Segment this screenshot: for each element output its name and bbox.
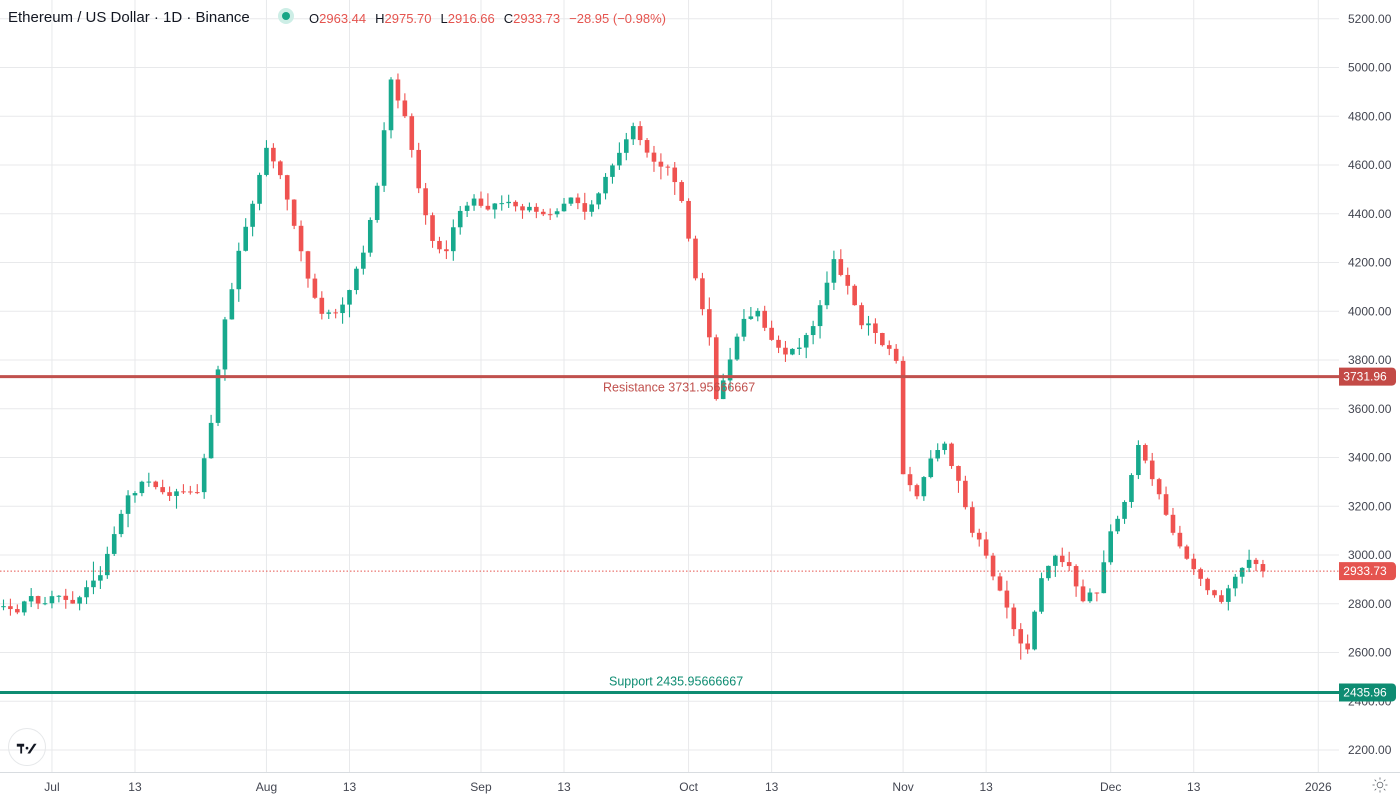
svg-text:Sep: Sep bbox=[470, 780, 492, 794]
svg-text:4400.00: 4400.00 bbox=[1348, 207, 1392, 221]
svg-text:2435.96: 2435.96 bbox=[1343, 685, 1387, 699]
svg-text:3731.96: 3731.96 bbox=[1343, 370, 1387, 384]
svg-text:4600.00: 4600.00 bbox=[1348, 158, 1392, 172]
svg-text:Support 2435.95666667: Support 2435.95666667 bbox=[609, 674, 743, 688]
svg-text:Oct: Oct bbox=[679, 780, 698, 794]
svg-text:2600.00: 2600.00 bbox=[1348, 646, 1392, 660]
svg-text:Aug: Aug bbox=[256, 780, 277, 794]
svg-text:13: 13 bbox=[1187, 780, 1201, 794]
svg-text:2200.00: 2200.00 bbox=[1348, 743, 1392, 757]
svg-text:Nov: Nov bbox=[892, 780, 913, 794]
svg-text:13: 13 bbox=[979, 780, 993, 794]
svg-text:3000.00: 3000.00 bbox=[1348, 548, 1392, 562]
svg-text:3400.00: 3400.00 bbox=[1348, 451, 1392, 465]
svg-text:2026: 2026 bbox=[1305, 780, 1332, 794]
svg-text:13: 13 bbox=[128, 780, 142, 794]
svg-text:4000.00: 4000.00 bbox=[1348, 304, 1392, 318]
svg-text:5000.00: 5000.00 bbox=[1348, 61, 1392, 75]
svg-text:4800.00: 4800.00 bbox=[1348, 109, 1392, 123]
svg-text:13: 13 bbox=[557, 780, 571, 794]
svg-text:5200.00: 5200.00 bbox=[1348, 12, 1392, 26]
svg-text:Dec: Dec bbox=[1100, 780, 1121, 794]
svg-text:Resistance 3731.95666667: Resistance 3731.95666667 bbox=[603, 381, 755, 395]
svg-text:3200.00: 3200.00 bbox=[1348, 499, 1392, 513]
svg-text:2800.00: 2800.00 bbox=[1348, 597, 1392, 611]
svg-text:13: 13 bbox=[343, 780, 357, 794]
svg-text:3800.00: 3800.00 bbox=[1348, 353, 1392, 367]
svg-text:3600.00: 3600.00 bbox=[1348, 402, 1392, 416]
svg-text:13: 13 bbox=[765, 780, 779, 794]
svg-text:4200.00: 4200.00 bbox=[1348, 256, 1392, 270]
svg-text:Jul: Jul bbox=[44, 780, 59, 794]
svg-text:2933.73: 2933.73 bbox=[1343, 564, 1387, 578]
